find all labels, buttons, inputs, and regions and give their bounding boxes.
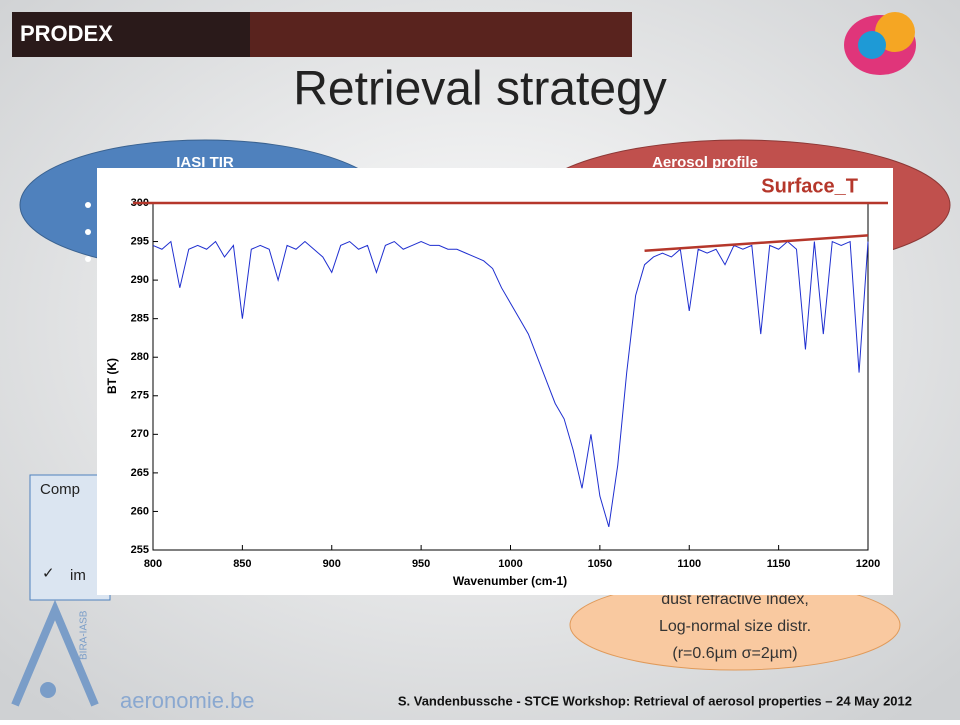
top-logo [844,12,916,75]
x-tick-label: 1100 [677,558,701,570]
banner-glow [250,12,632,57]
x-tick-label: 1000 [498,558,522,570]
x-tick-label: 900 [323,558,341,570]
surface-line [644,234,869,253]
logo-name: aeronomie.be [120,688,255,713]
y-tick-label: 265 [131,467,149,479]
y-tick-label: 270 [131,428,149,440]
x-axis-label: Wavenumber (cm-1) [453,574,567,588]
bottom-ellipse-text: Log-normal size distr. [659,618,811,635]
bullet [85,202,91,208]
left-ellipse-text: IASI TIR [176,154,234,171]
banner-text: PRODEX [20,21,113,46]
bottom-ellipse-text: (r=0.6µm σ=2µm) [672,645,797,662]
y-tick-label: 295 [131,235,149,247]
left-box-item: im [70,567,86,584]
x-tick-label: 950 [412,558,430,570]
y-tick-label: 290 [131,274,149,286]
x-tick-label: 1200 [856,558,880,570]
check: ✓ [42,565,55,582]
y-axis-label: BT (K) [105,358,119,394]
bullet [85,256,91,262]
right-ellipse-text: Aerosol profile [652,154,758,171]
x-tick-label: 1050 [588,558,612,570]
x-tick-label: 850 [233,558,251,570]
annotation: Surface_T [761,175,858,197]
bullet [85,229,91,235]
left-box [29,474,111,601]
y-tick-label: 260 [131,505,149,517]
y-tick-label: 275 [131,390,149,402]
logo-vertical: BIRA-IASB [79,610,90,660]
y-tick-label: 285 [131,313,149,325]
bottom-ellipse-text: dust refractive index, [661,591,809,608]
footer: S. Vandenbussche - STCE Workshop: Retrie… [398,693,912,708]
x-tick-label: 800 [144,558,162,570]
spectrum-line [152,240,869,528]
chart-panel [97,168,893,595]
slide-title: Retrieval strategy [293,63,666,116]
bottom-logo [11,599,99,707]
y-tick-label: 255 [131,544,149,556]
y-tick-label: 280 [131,351,149,363]
left-box-heading: Comp [40,481,80,498]
x-tick-label: 1150 [767,558,791,570]
